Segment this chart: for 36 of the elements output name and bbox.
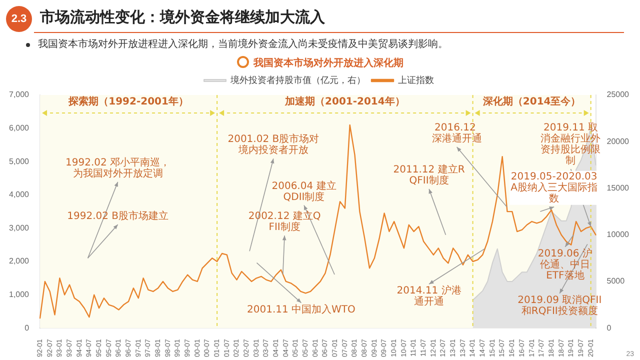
annotation: 2016.12 深港通开通 [432, 122, 482, 145]
y2-tick-label: 5000 [606, 276, 626, 286]
annotation: 2019.09 取消QFII和RQFII投资额度 [518, 294, 602, 318]
y-tick-label: 3,000 [8, 223, 30, 232]
y-tick-label: 2,000 [8, 256, 30, 266]
annotation: 2019.06 沪伦通、中日ETF落地 [538, 247, 592, 282]
annotation: 2001.02 B股市场对境内投资者开放 [228, 133, 320, 156]
legend-label: 境外投资者持股市值（亿元，右） [230, 74, 366, 85]
y2-tick-label: 10000 [606, 230, 630, 240]
chart-subtitle: 我国资本市场对外开放进程进入深化期，当前境外资金流入尚未受疫情及中美贸易谈判影响。 [38, 38, 448, 51]
y-tick-label: 1,000 [8, 290, 30, 299]
chart-title: 市场流动性变化：境外资金将继续加大流入 [40, 8, 325, 27]
y-tick-label: 7,000 [8, 90, 30, 100]
y-tick-label: 6,000 [8, 124, 30, 133]
annotation: 2019.05-2020.03 A股纳入三大国际指数 [510, 172, 598, 205]
annotation: 2019.11 取消金融行业外资持股比例限制 [540, 122, 601, 167]
y-tick-label: 4,000 [8, 190, 30, 200]
band-label: 加速期（2001-2014年） [284, 96, 405, 108]
y-tick-label: 0 [24, 323, 30, 332]
text: 我国资本市场对外开放进入深化期 [254, 58, 404, 69]
legend-label: 上证指数 [398, 74, 434, 85]
annotation: 1992.02 邓小平南巡，为我国对外开放定调 [66, 156, 170, 180]
y2-tick-label: 20000 [606, 136, 630, 146]
annotation: 1992.02 B股市场建立 [67, 210, 169, 222]
annotation: 2011.12 建立RQFII制度 [393, 164, 465, 187]
annotation: 2006.04 建立QDII制度 [272, 180, 336, 203]
annotation: 2002.12 建立QFII制度 [248, 210, 321, 234]
band-label: 深化期（2014至今） [482, 96, 581, 108]
y2-tick-label: 15000 [606, 183, 630, 192]
annotation: 2001.11 中国加入WTO [247, 303, 356, 316]
y-tick-label: 5,000 [8, 156, 30, 166]
band-label: 探索期（1992-2001年） [68, 96, 188, 108]
annotation: 2014.11 沪港通开通 [396, 284, 462, 308]
y2-tick-label: 0 [606, 323, 612, 332]
text: 2.3 [6, 6, 32, 32]
y2-tick-label: 25000 [606, 90, 630, 100]
